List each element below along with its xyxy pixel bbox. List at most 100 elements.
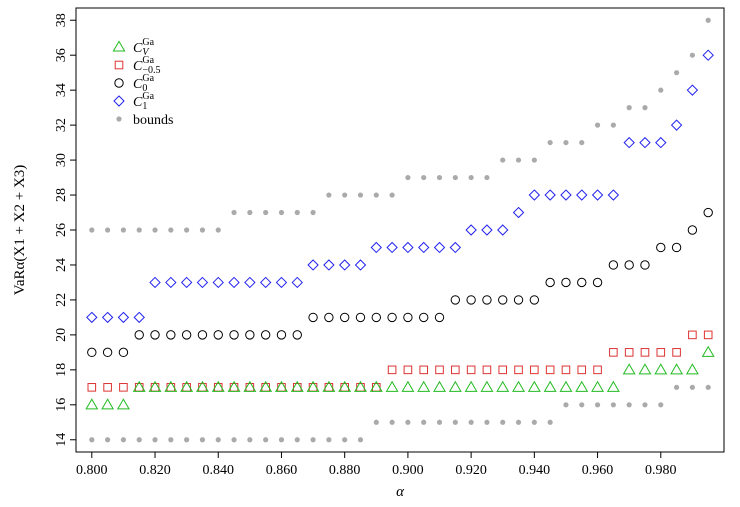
data-point-diamond <box>512 206 525 219</box>
data-point-circle <box>276 330 287 340</box>
bounds-lower-point <box>247 437 253 443</box>
data-point-diamond <box>702 49 714 61</box>
data-point-square <box>561 365 571 375</box>
bounds-upper-point <box>642 105 648 111</box>
bounds-upper-point <box>152 227 158 233</box>
bounds-lower-point <box>484 419 490 425</box>
x-tick-label: 0.940 <box>519 463 551 478</box>
data-point-square <box>545 365 555 375</box>
legend-item: CGa −0.5 <box>114 55 161 76</box>
data-point-square <box>371 383 381 392</box>
data-point-square <box>656 348 666 357</box>
bounds-upper-point <box>405 174 411 181</box>
legend-label: CGa 0 <box>133 73 155 94</box>
data-point-square <box>482 365 492 375</box>
data-point-circle <box>166 330 176 340</box>
bounds-lower-point <box>263 437 269 443</box>
data-point-triangle <box>464 380 478 392</box>
y-tick-label: 18 <box>54 363 69 377</box>
legend-marker-circle <box>114 78 124 88</box>
data-point-diamond <box>101 311 114 324</box>
bounds-lower-point <box>689 384 695 390</box>
data-point-square <box>624 348 634 357</box>
bounds-upper-point <box>610 122 616 128</box>
data-point-triangle <box>543 380 557 392</box>
data-point-circle <box>150 330 160 340</box>
bounds-upper-point <box>389 192 395 198</box>
data-point-diamond <box>560 189 572 201</box>
data-point-diamond <box>497 224 509 236</box>
data-point-triangle <box>369 380 383 392</box>
data-point-triangle <box>527 380 541 392</box>
data-point-diamond <box>307 259 319 271</box>
x-tick-label: 0.880 <box>329 463 361 478</box>
data-point-triangle <box>480 380 494 392</box>
bounds-upper-point <box>278 209 285 216</box>
data-point-square <box>435 365 444 375</box>
data-point-triangle <box>290 380 304 392</box>
data-point-triangle <box>259 380 273 392</box>
data-point-square <box>356 383 365 392</box>
data-point-diamond <box>386 241 398 254</box>
bounds-upper-point <box>184 227 190 233</box>
data-point-triangle <box>401 380 415 392</box>
data-point-square <box>182 383 191 392</box>
data-marks <box>85 17 715 443</box>
data-point-diamond <box>291 276 303 289</box>
data-point-circle <box>197 330 208 340</box>
bounds-lower-point <box>373 419 379 425</box>
bounds-lower-point <box>199 437 206 443</box>
bounds-upper-point <box>689 52 695 58</box>
data-point-square <box>103 383 112 392</box>
data-point-triangle <box>338 380 352 392</box>
data-point-square <box>593 365 602 375</box>
data-point-triangle <box>606 380 620 392</box>
data-point-diamond <box>244 276 256 289</box>
legend-marker-diamond <box>113 95 125 107</box>
bounds-upper-point <box>705 17 711 23</box>
series-diamond <box>86 49 714 324</box>
data-point-diamond <box>607 189 620 201</box>
x-tick-label: 0.980 <box>645 463 677 478</box>
data-point-circle <box>434 312 445 323</box>
bounds-lower-point <box>500 419 506 425</box>
y-tick-label: 14 <box>54 433 69 447</box>
bounds-lower-point <box>89 437 95 443</box>
data-point-square <box>150 383 160 392</box>
x-tick-label: 0.820 <box>139 463 171 478</box>
data-point-diamond <box>133 311 145 324</box>
data-point-diamond <box>433 241 446 254</box>
bounds-upper-point <box>89 227 95 233</box>
data-point-square <box>640 348 650 357</box>
data-point-triangle <box>448 380 462 392</box>
data-point-triangle <box>306 380 320 392</box>
data-point-circle <box>608 260 619 270</box>
data-point-triangle <box>575 380 589 392</box>
data-point-circle <box>450 295 461 305</box>
bounds-lower-point <box>342 437 348 443</box>
bounds-lower-point <box>168 437 174 443</box>
data-point-diamond <box>323 259 335 271</box>
legend-label: bounds <box>133 113 173 128</box>
data-point-square <box>198 383 207 392</box>
x-tick-label: 0.840 <box>202 463 234 478</box>
bounds-upper-point <box>421 174 427 181</box>
data-point-circle <box>498 295 508 305</box>
bounds-upper-point <box>626 105 632 111</box>
bounds-lower-point <box>294 437 300 443</box>
data-point-square <box>466 365 476 375</box>
data-point-circle <box>245 330 255 340</box>
data-point-triangle <box>433 380 446 392</box>
data-point-circle <box>260 330 271 340</box>
data-point-diamond <box>544 189 556 201</box>
bounds-lower-point <box>436 419 443 425</box>
data-point-diamond <box>670 119 683 131</box>
data-point-square <box>292 383 302 392</box>
data-point-square <box>688 330 697 340</box>
data-point-triangle <box>417 380 431 392</box>
data-point-diamond <box>655 136 667 149</box>
legend-item: CGa 1 <box>113 91 155 112</box>
bounds-lower-point <box>705 384 711 390</box>
bounds-lower-point <box>468 419 474 425</box>
